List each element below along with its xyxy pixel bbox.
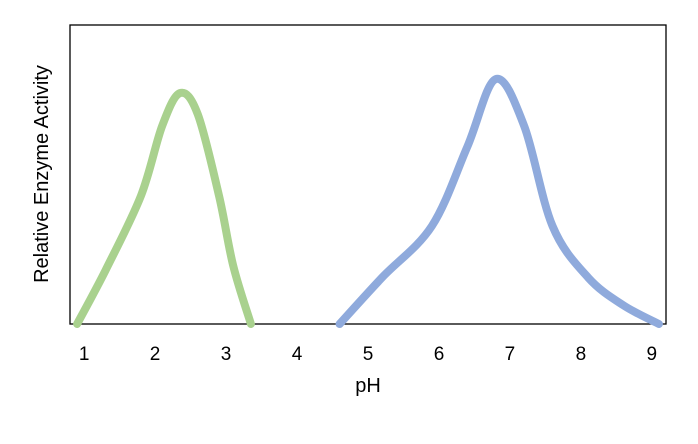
- x-axis-ticks: 1 2 3 4 5 6 7 8 9: [79, 344, 657, 365]
- x-tick-label: 2: [150, 344, 161, 365]
- x-axis-label: pH: [355, 375, 381, 397]
- x-tick-label: 1: [79, 344, 90, 365]
- y-axis-label: Relative Enzyme Activity: [31, 65, 53, 283]
- plot-frame: [69, 24, 667, 325]
- series-line-1: [73, 88, 255, 328]
- x-tick-label: 5: [363, 344, 374, 365]
- series-line-2: [335, 75, 663, 328]
- x-tick-label: 6: [434, 344, 445, 365]
- x-tick-label: 9: [647, 344, 658, 365]
- x-tick-label: 8: [576, 344, 587, 365]
- series-layer: [73, 75, 663, 328]
- plot-area: [69, 24, 667, 328]
- x-tick-label: 7: [505, 344, 516, 365]
- x-tick-label: 3: [221, 344, 232, 365]
- x-tick-label: 4: [292, 344, 303, 365]
